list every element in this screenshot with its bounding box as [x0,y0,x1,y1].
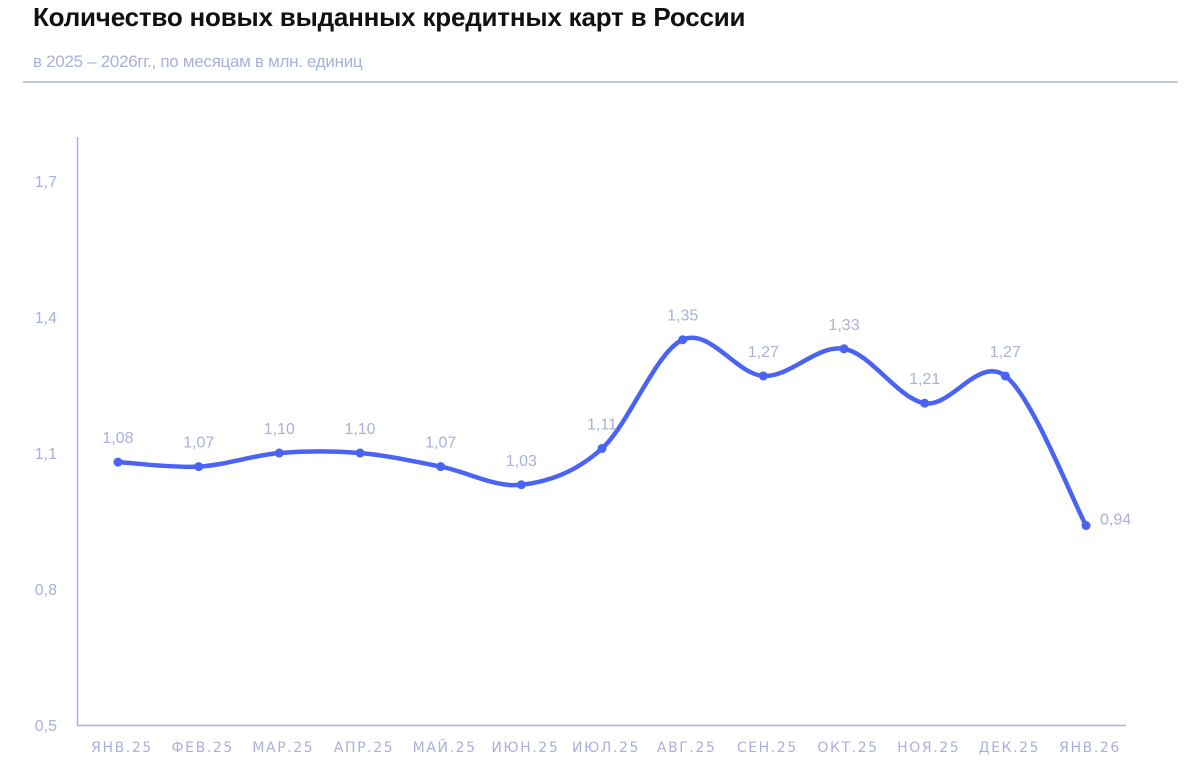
x-tick-label: СЕН.25 [737,740,798,756]
data-label: 1,07 [425,435,456,452]
data-label: 1,10 [264,421,295,438]
data-label: 1,35 [667,308,698,325]
data-point-marker [194,462,204,472]
data-point-marker [758,371,768,381]
data-label: 1,03 [506,453,537,470]
chart-subtitle: в 2025 – 2026гг., по месяцам в млн. един… [33,52,363,71]
y-tick-label: 1,4 [35,310,57,327]
data-point-marker [1081,521,1091,531]
x-tick-label: ЯНВ.25 [91,740,153,756]
data-markers [113,335,1091,531]
x-tick-label: НОЯ.25 [897,740,960,756]
x-tick-label: ЯНВ.26 [1059,740,1121,756]
x-axis-ticks: ЯНВ.25 ФЕВ.25 МАР.25 АПР.25 МАЙ.25 ИЮН.25 ИЮЛ.… [91,738,1121,756]
data-point-marker [839,344,849,354]
x-tick-label: АПР.25 [334,740,394,756]
data-point-marker [355,448,365,458]
data-point-marker [678,335,688,345]
x-tick-label: ФЕВ.25 [171,740,233,756]
data-label: 1,11 [587,416,617,433]
x-tick-label: МАЙ.25 [413,738,477,756]
data-label: 1,33 [828,317,859,334]
data-label: 1,10 [344,421,375,438]
y-tick-label: 0,5 [35,718,57,735]
x-tick-label: ИЮЛ.25 [572,740,640,756]
x-tick-label: ОКТ.25 [817,740,878,756]
y-axis-ticks: 0,5 0,8 1,1 1,4 1,7 [35,174,57,735]
data-point-marker [597,443,607,453]
data-label: 0,94 [1100,512,1131,529]
data-label: 1,21 [909,371,940,388]
data-point-marker [920,398,930,408]
data-point-marker [274,448,284,458]
x-tick-label: ДЕК.25 [979,740,1041,756]
y-tick-label: 0,8 [35,582,57,599]
data-label: 1,27 [748,344,779,361]
chart-title: Количество новых выданных кредитных карт… [33,2,746,32]
y-tick-label: 1,7 [35,174,57,191]
data-label: 1,07 [183,435,214,452]
data-point-marker [436,462,446,472]
x-tick-label: МАР.25 [252,740,314,756]
x-tick-label: ИЮН.25 [491,740,559,756]
x-tick-label: АВГ.25 [657,740,717,756]
data-point-marker [1000,371,1010,381]
data-point-marker [516,480,526,490]
data-point-marker [113,457,123,467]
header-divider [23,81,1178,83]
y-tick-label: 1,1 [35,446,57,463]
data-label: 1,08 [102,430,133,447]
data-label: 1,27 [990,344,1021,361]
data-labels: 1,08 1,07 1,10 1,10 1,07 1,03 1,11 1,35 1,27 1,33… [102,308,1131,529]
chart-axes [76,137,1126,727]
